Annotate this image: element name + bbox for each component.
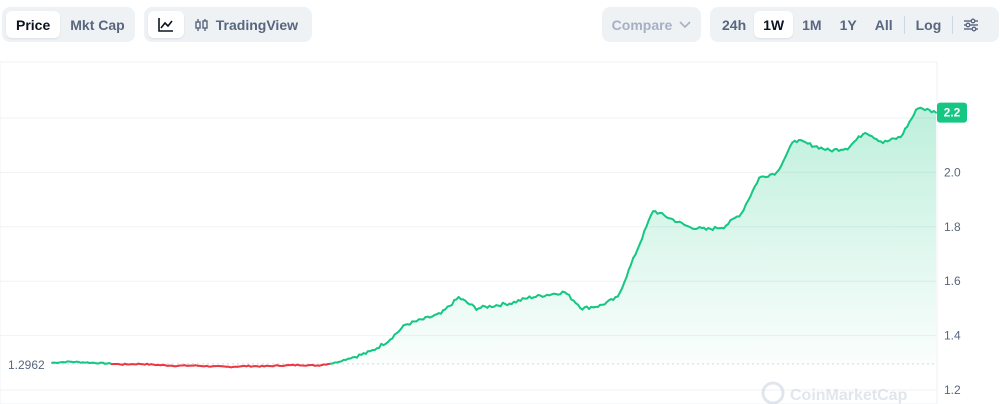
tradingview-button[interactable]: TradingView [184,11,308,38]
price-line [51,106,937,369]
current-price-badge [937,102,967,123]
range-1y[interactable]: 1Y [839,16,857,33]
price-area [52,107,936,364]
price-line-segment [621,281,626,289]
tab-price[interactable]: Price [6,11,61,38]
view-toggle: Price Mkt Cap [2,7,135,42]
price-line-segment [932,110,937,114]
price-line-segment [625,268,630,278]
range-24h[interactable]: 24h [722,16,747,33]
watermark-text: CoinMarketCap [790,387,908,404]
current-price-label: 2.2 [944,106,961,120]
price-line-segment [634,248,639,256]
toolbar-divider [903,15,905,34]
y-axis: 1.21.41.61.82.02.2 [944,111,961,397]
range-selector: 24h 1W 1M 1Y All Log [710,7,999,42]
tradingview-label: TradingView [215,16,298,33]
price-line-segment [645,219,650,228]
chevron-down-icon [679,20,691,28]
watermark: CoinMarketCap [761,381,908,404]
range-1w[interactable]: 1W [754,11,794,38]
baseline-value-label: 1.2962 [8,358,45,372]
coinmarketcap-logo-icon [761,381,785,404]
line-chart-icon [158,17,173,32]
chart-type-toggle: TradingView [144,7,312,42]
settings-button[interactable] [955,11,987,38]
compare-label: Compare [611,16,673,33]
y-tick-label: 1.8 [944,220,961,234]
compare-dropdown[interactable]: Compare [602,7,701,42]
price-line-segment [756,176,761,185]
range-1m[interactable]: 1M [802,16,822,33]
line-chart-button[interactable] [148,11,184,38]
baseline-tag: 1.2962 [8,358,45,372]
price-line-segment [641,229,646,240]
price-line-segment [630,256,635,266]
y-tick-label: 1.6 [944,274,961,288]
range-all[interactable]: All [874,16,893,33]
sliders-icon [964,18,979,31]
tab-mkt-cap[interactable]: Mkt Cap [70,16,125,33]
y-tick-label: 1.2 [944,383,961,397]
current-price-tag: 2.2 [937,102,967,123]
toolbar-divider [952,15,954,34]
candlestick-icon [195,18,208,31]
y-tick-label: 1.4 [944,329,961,343]
y-tick-label: 2.0 [944,165,961,179]
log-scale-button[interactable]: Log [915,16,942,33]
